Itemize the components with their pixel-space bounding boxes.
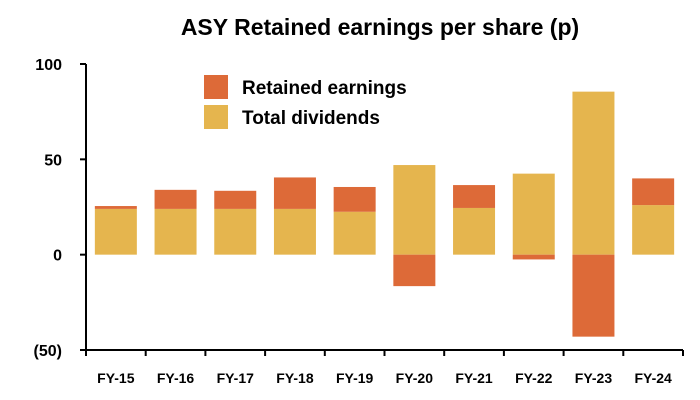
- legend-label: Retained earnings: [242, 78, 407, 99]
- legend-label: Total dividends: [242, 108, 380, 129]
- x-ticks: FY-15 FY-16 FY-17 FY-18 FY-19 FY-20 FY-21 FY-22…: [85, 350, 684, 386]
- bar-dividends-FY-16: [154, 208, 197, 255]
- x-tick-label: FY-21: [455, 370, 493, 386]
- bar-dividends-FY-20: [393, 165, 436, 255]
- y-tick-label: 0: [53, 248, 62, 265]
- x-tick-label: FY-24: [634, 370, 672, 386]
- bars-layer: [94, 91, 675, 337]
- x-tick-label: FY-19: [336, 370, 374, 386]
- bar-retained-FY-24: [632, 178, 675, 206]
- y-tick-label: (50): [34, 343, 62, 360]
- bar-retained-FY-21: [453, 185, 496, 208]
- bar-dividends-FY-15: [94, 208, 137, 255]
- x-tick-label: FY-16: [157, 370, 195, 386]
- x-tick-label: FY-15: [97, 370, 135, 386]
- bar-dividends-FY-22: [512, 173, 555, 255]
- bar-dividends-FY-23: [572, 91, 615, 255]
- legend-swatch: [204, 105, 228, 129]
- x-tick-label: FY-23: [575, 370, 613, 386]
- y-tick-label: 50: [44, 152, 62, 169]
- bar-retained-FY-15: [94, 206, 137, 209]
- bar-retained-FY-17: [214, 190, 257, 209]
- x-tick-label: FY-20: [396, 370, 434, 386]
- bar-retained-FY-19: [333, 186, 376, 212]
- bar-dividends-FY-24: [632, 205, 675, 255]
- bar-dividends-FY-18: [273, 208, 316, 255]
- x-tick-label: FY-17: [217, 370, 255, 386]
- y-ticks: (50) 0 50 100: [34, 57, 86, 360]
- legend: Retained earnings Total dividends: [204, 75, 407, 129]
- bar-dividends-FY-19: [333, 211, 376, 255]
- legend-swatch: [204, 75, 228, 99]
- bar-retained-FY-20: [393, 254, 436, 287]
- bar-dividends-FY-17: [214, 208, 257, 255]
- x-tick-label: FY-18: [276, 370, 314, 386]
- bar-retained-FY-23: [572, 254, 615, 337]
- bar-retained-FY-18: [273, 177, 316, 209]
- chart-title: ASY Retained earnings per share (p): [180, 14, 580, 40]
- bar-retained-FY-22: [512, 254, 555, 260]
- bar-retained-FY-16: [154, 189, 197, 209]
- x-tick-label: FY-22: [515, 370, 553, 386]
- y-tick-label: 100: [35, 57, 62, 74]
- bar-dividends-FY-21: [453, 207, 496, 255]
